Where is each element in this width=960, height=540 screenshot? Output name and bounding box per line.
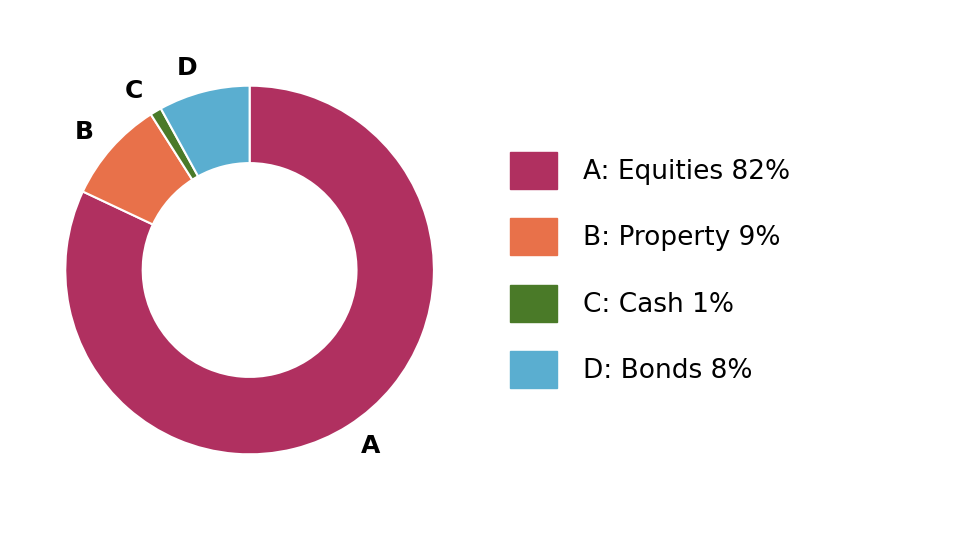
Text: B: B <box>74 120 93 144</box>
Wedge shape <box>65 86 434 454</box>
Legend: A: Equities 82%, B: Property 9%, C: Cash 1%, D: Bonds 8%: A: Equities 82%, B: Property 9%, C: Cash… <box>499 141 801 399</box>
Wedge shape <box>161 86 250 177</box>
Text: A: A <box>361 434 380 458</box>
Wedge shape <box>83 114 192 225</box>
Text: D: D <box>178 56 198 80</box>
Wedge shape <box>151 109 198 180</box>
Text: C: C <box>125 79 144 103</box>
